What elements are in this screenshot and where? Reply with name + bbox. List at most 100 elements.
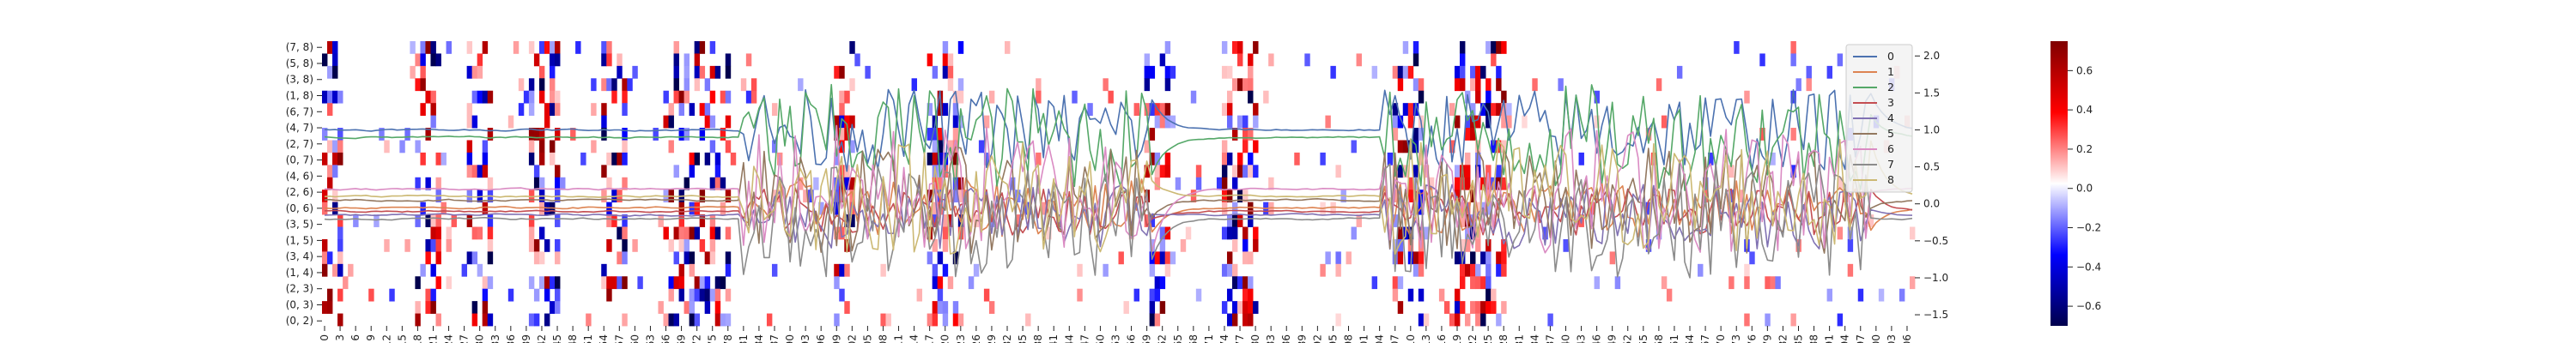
row-tick-label: (5, 8)	[286, 57, 313, 69]
heatmap-cell	[1734, 41, 1740, 54]
heatmap-cell	[1242, 288, 1249, 302]
heatmap-cell	[730, 152, 737, 165]
heatmap-cell	[622, 251, 628, 265]
heatmap-cell	[1413, 165, 1419, 178]
heatmap-cell	[678, 238, 684, 252]
heatmap-cell	[942, 226, 949, 240]
heatmap-cell	[1221, 165, 1228, 178]
heatmap-cell	[720, 128, 726, 141]
heatmap-cell	[555, 128, 561, 141]
heatmap-cell	[1392, 238, 1399, 252]
heatmap-cell	[425, 177, 431, 190]
heatmap-cell	[678, 214, 684, 227]
heatmap-cell	[1253, 301, 1259, 314]
heatmap-cell	[544, 313, 550, 327]
heatmap-cell	[1899, 288, 1905, 302]
heatmap-cell	[699, 41, 706, 54]
heatmap-cell	[1248, 65, 1254, 79]
heatmap-cell	[1397, 65, 1404, 79]
heatmap-cell	[601, 103, 607, 116]
column-tick-label: 150	[1094, 334, 1106, 343]
heatmap-cell	[1418, 90, 1425, 104]
heatmap-cell	[1036, 152, 1042, 165]
heatmap-cell	[658, 214, 664, 227]
heatmap-cell	[673, 65, 679, 79]
heatmap-cell	[1154, 115, 1161, 129]
column-tick-label: 141	[1048, 334, 1060, 343]
heatmap-cell	[466, 165, 473, 178]
heatmap-cell	[410, 65, 416, 79]
heatmap-cell	[1413, 103, 1419, 116]
heatmap-cell	[487, 226, 494, 240]
heatmap-cell	[947, 276, 954, 290]
heatmap-cell	[1438, 288, 1445, 302]
heatmap-cell	[725, 313, 732, 327]
heatmap-cell	[353, 214, 359, 227]
heatmap-cell	[487, 214, 494, 227]
heatmap-cell	[420, 78, 426, 92]
heatmap-cell	[384, 140, 390, 153]
heatmap-cell	[750, 78, 757, 92]
heatmap-cell	[1542, 226, 1548, 240]
heatmap-cell	[327, 165, 333, 178]
heatmap-cell	[709, 238, 716, 252]
heatmap-cell	[1335, 165, 1341, 178]
heatmap-cell	[1248, 288, 1254, 302]
heatmap-cell	[1253, 41, 1259, 54]
heatmap-cell	[709, 65, 716, 79]
column-tick-label: 39	[520, 334, 532, 343]
heatmap-cell	[332, 190, 338, 203]
heatmap-cell	[663, 115, 669, 129]
heatmap-cell	[1232, 238, 1238, 252]
heatmap-cell	[332, 90, 338, 104]
heatmap-cell	[683, 226, 690, 240]
heatmap-cell	[550, 301, 556, 314]
heatmap-cell	[849, 78, 855, 92]
heatmap-cell	[477, 90, 483, 104]
heatmap-cell	[1496, 251, 1502, 265]
heatmap-cell	[709, 177, 716, 190]
heatmap-cell	[482, 202, 489, 215]
column-tick-label: 75	[707, 334, 719, 343]
heatmap-cell	[627, 78, 633, 92]
heatmap-cell	[709, 140, 716, 153]
column-tick-label: 33	[489, 334, 501, 343]
heatmap-cell	[622, 313, 628, 327]
heatmap-cell	[601, 263, 607, 277]
heatmap-cell	[622, 152, 628, 165]
heatmap-cell	[1465, 177, 1471, 190]
heatmap-cell	[1485, 190, 1492, 203]
heatmap-cell	[1154, 288, 1161, 302]
heatmap-cell	[699, 65, 706, 79]
heatmap-cell	[466, 41, 473, 54]
heatmap-cell	[699, 238, 706, 252]
heatmap-cell	[839, 177, 845, 190]
heatmap-cell	[947, 140, 954, 153]
column-tick-label: 162	[1157, 334, 1169, 343]
heatmap-cell	[1392, 288, 1399, 302]
heatmap-cell	[1614, 276, 1621, 290]
heatmap-cell	[1248, 152, 1254, 165]
column-tick-label: 0	[319, 334, 331, 341]
heatmap-cell	[1407, 103, 1414, 116]
heatmap-cell	[1558, 78, 1564, 92]
heatmap-cell	[937, 103, 944, 116]
heatmap-cell	[555, 103, 561, 116]
heatmap-cell	[673, 276, 679, 290]
column-tick-label: 108	[877, 334, 889, 343]
heatmap-cell	[528, 276, 535, 290]
heatmap-cell	[1418, 78, 1425, 92]
heatmap-cell	[430, 90, 436, 104]
heatmap-cell	[1790, 41, 1796, 54]
heatmap-cell	[1149, 103, 1156, 116]
heatmap-cell	[1248, 202, 1254, 215]
colorbar-ticks: 0.6 0.4 0.2 0.0 −0.2 −0.4 −0.6	[2068, 64, 2101, 312]
column-tick-label: 93	[799, 334, 811, 343]
heatmap-cell	[834, 313, 840, 327]
column-tick-label: 300	[1870, 334, 1882, 343]
heatmap-cell	[678, 103, 684, 116]
heatmap-cell	[466, 140, 473, 153]
heatmap-cell	[622, 226, 628, 240]
heatmap-cell	[322, 53, 328, 67]
heatmap-cell	[709, 115, 716, 129]
